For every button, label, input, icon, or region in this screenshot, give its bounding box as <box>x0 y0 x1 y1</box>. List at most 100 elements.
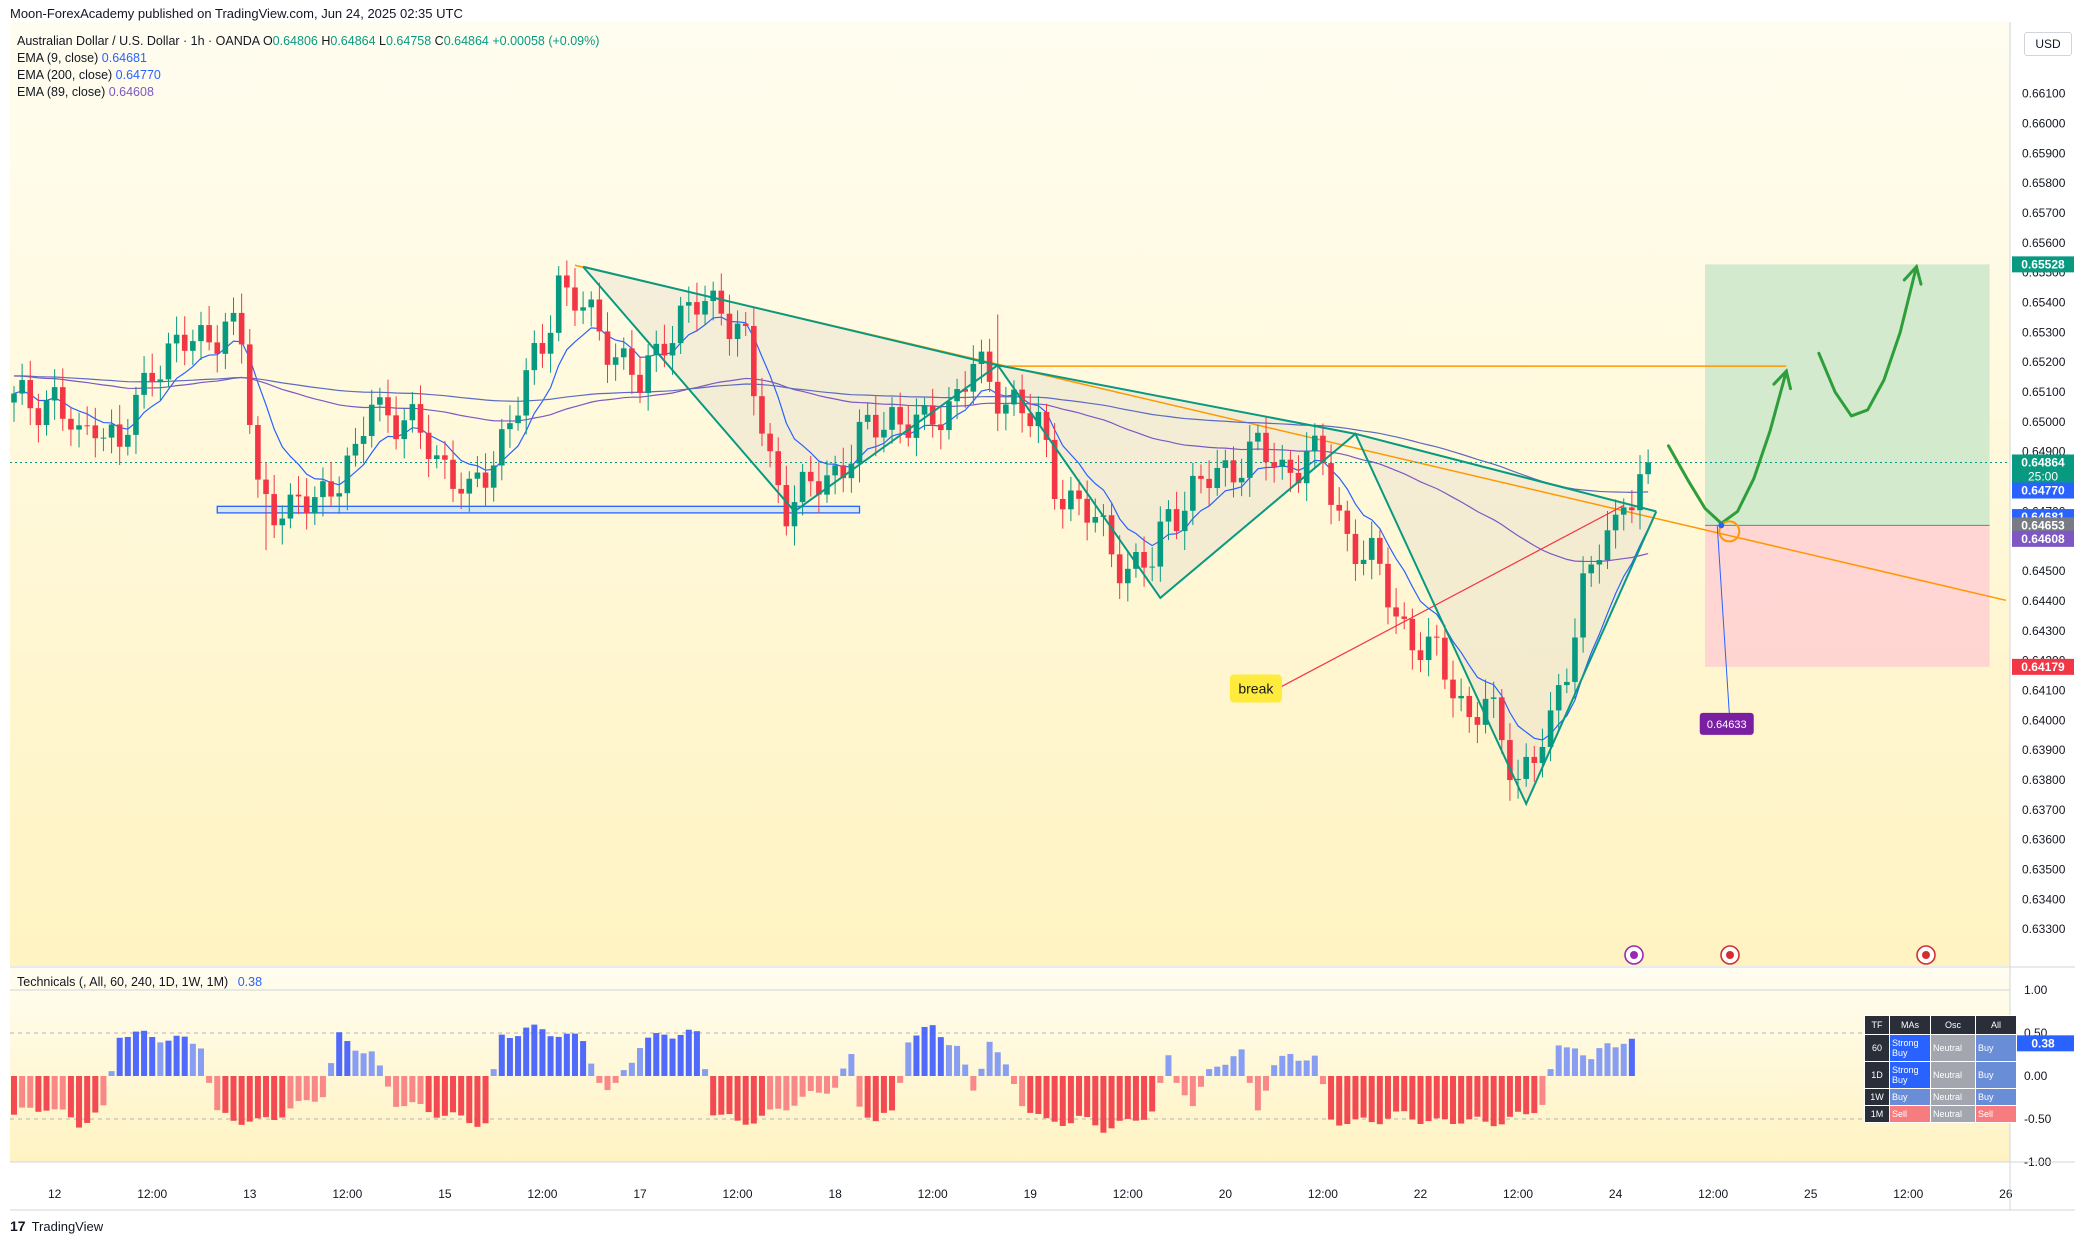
candle-body <box>1173 509 1180 532</box>
low-value: 0.64758 <box>386 34 432 48</box>
technicals-bar <box>515 1036 522 1076</box>
price-tick-label: 0.66000 <box>2022 117 2066 131</box>
technicals-bar <box>1263 1076 1270 1091</box>
forecast-arrow-1-head <box>1772 368 1793 391</box>
time-tick-label: 12:00 <box>723 1187 753 1201</box>
candle-body <box>962 389 969 392</box>
price-label-countdown: 25:00 <box>2028 469 2058 483</box>
technicals-bar <box>482 1076 489 1124</box>
tech-table-header: TF MAs Osc All <box>1864 1015 2017 1035</box>
technicals-legend[interactable]: Technicals (, All, 60, 240, 1D, 1W, 1M) … <box>17 975 262 989</box>
candle-body <box>312 497 318 514</box>
technicals-bar <box>1010 1076 1017 1085</box>
candle-body <box>425 432 432 460</box>
entry-marker-dot <box>1718 522 1725 529</box>
technicals-bar <box>360 1053 367 1076</box>
candle-body <box>978 351 985 364</box>
technicals-bar <box>563 1033 570 1076</box>
candle-body <box>1629 507 1635 511</box>
technicals-bar <box>1425 1076 1432 1122</box>
ema9-label: EMA (9, close) <box>17 51 99 65</box>
ema200-legend[interactable]: EMA (200, close) 0.64770 <box>17 68 161 82</box>
candle-body <box>1149 566 1155 568</box>
candle-body <box>734 323 741 340</box>
technicals-bar <box>1360 1076 1367 1118</box>
candle-body <box>490 465 497 488</box>
candle-body <box>466 478 473 494</box>
tech-tf: 1D <box>1864 1061 1890 1089</box>
target-zone <box>1705 264 1990 526</box>
currency-button[interactable]: USD <box>2024 32 2072 56</box>
technicals-bar <box>425 1076 432 1113</box>
candle-body <box>1588 564 1595 574</box>
technicals-bar <box>758 1076 765 1116</box>
us-flag-event-icon-core <box>1726 951 1734 959</box>
technicals-bar <box>67 1076 74 1118</box>
candle-body <box>946 401 952 431</box>
candle-body <box>913 414 920 438</box>
candle-body <box>51 387 58 401</box>
technicals-bar <box>929 1025 936 1076</box>
ema89-line <box>13 375 1649 563</box>
symbol-name[interactable]: Australian Dollar / U.S. Dollar · 1h · O… <box>17 34 260 48</box>
price-tick-label: 0.63300 <box>2022 922 2066 936</box>
technicals-bar <box>1401 1076 1408 1112</box>
technicals-bar <box>132 1031 139 1076</box>
technicals-bar <box>1238 1049 1245 1076</box>
technicals-bar <box>710 1076 717 1116</box>
technicals-bar <box>490 1069 497 1076</box>
technicals-bar <box>108 1071 115 1076</box>
candle-body <box>450 459 456 489</box>
candle-body <box>1645 462 1651 475</box>
ema9-legend[interactable]: EMA (9, close) 0.64681 <box>17 51 147 65</box>
candle-body <box>1572 637 1578 682</box>
technicals-bar <box>1197 1076 1204 1087</box>
candle-body <box>401 420 408 440</box>
pattern-triangle-fill <box>1355 433 1657 804</box>
technicals-bar <box>328 1063 335 1076</box>
technicals-bar <box>271 1076 278 1120</box>
technicals-bar <box>263 1076 270 1118</box>
technicals-bar <box>319 1076 326 1098</box>
technicals-bar <box>368 1051 375 1076</box>
technicals-bar <box>214 1076 221 1111</box>
technicals-bar <box>1433 1076 1440 1119</box>
tech-header-all: All <box>1975 1015 2017 1035</box>
tech-row-60: 60 Strong Buy Neutral Buy <box>1864 1034 2017 1062</box>
tech-header-tf: TF <box>1864 1015 1890 1035</box>
candle-body <box>303 496 310 514</box>
technicals-bar <box>669 1038 676 1076</box>
symbol-legend[interactable]: Australian Dollar / U.S. Dollar · 1h · O… <box>17 34 599 48</box>
change-value: +0.00058 (+0.09%) <box>492 34 600 48</box>
tech-osc: Neutral <box>1930 1105 1976 1123</box>
tradingview-footer[interactable]: 17 TradingView <box>10 1218 103 1234</box>
candle-body <box>1092 516 1099 523</box>
candle-body <box>547 332 554 354</box>
candle-body <box>905 424 912 438</box>
price-tick-label: 0.64100 <box>2022 683 2066 697</box>
candle-body <box>125 434 131 447</box>
tech-mas: Sell <box>1889 1105 1931 1123</box>
us-flag-event-icon-core <box>1922 951 1930 959</box>
candle-body <box>596 299 603 332</box>
tradingview-brand: TradingView <box>31 1218 104 1234</box>
low-label: L <box>379 34 386 48</box>
technicals-bar <box>27 1076 34 1108</box>
technicals-bar <box>872 1076 879 1122</box>
candle-body <box>1360 559 1367 564</box>
time-tick-label: 22 <box>1414 1187 1428 1201</box>
price-tick-label: 0.65900 <box>2022 146 2066 160</box>
technicals-bar <box>726 1076 733 1115</box>
ema89-legend[interactable]: EMA (89, close) 0.64608 <box>17 85 154 99</box>
price-label-text: 0.64770 <box>2021 484 2065 498</box>
tech-row-1d: 1D Strong Buy Neutral Buy <box>1864 1061 2017 1089</box>
candle-body <box>824 475 830 495</box>
technicals-bar <box>937 1037 944 1076</box>
technicals-bar <box>76 1076 83 1128</box>
price-tick-label: 0.63600 <box>2022 833 2066 847</box>
time-tick-label: 12 <box>48 1187 62 1201</box>
technicals-value-box <box>2012 1035 2074 1052</box>
candle-body <box>1051 439 1058 499</box>
price-tick-label: 0.63800 <box>2022 773 2066 787</box>
